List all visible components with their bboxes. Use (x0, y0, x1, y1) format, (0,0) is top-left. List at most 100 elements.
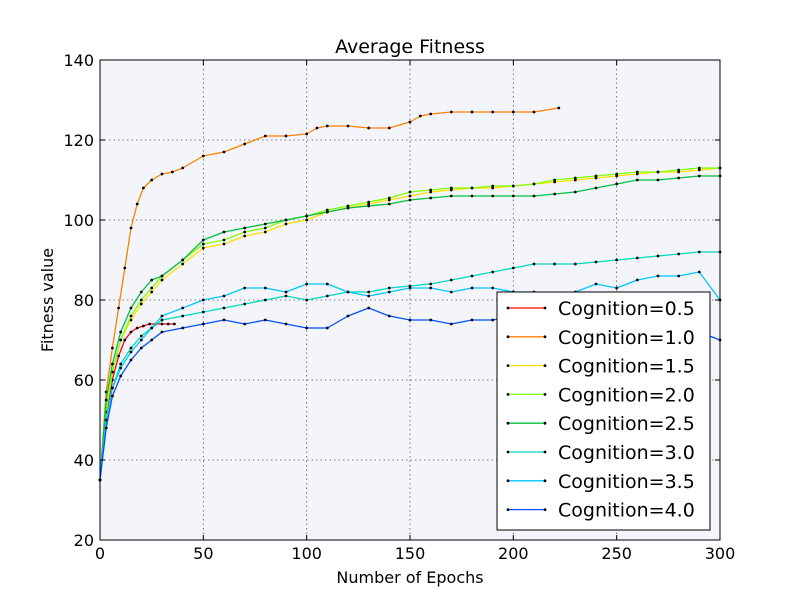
legend-marker (506, 364, 510, 367)
series-point (429, 318, 433, 322)
series-point (305, 282, 309, 286)
series-point (305, 218, 309, 222)
series-point (387, 126, 391, 130)
legend-marker (543, 421, 547, 425)
y-tick-label: 80 (74, 291, 94, 310)
series-point (367, 306, 371, 310)
x-tick-label: 200 (498, 544, 529, 563)
series-point (387, 290, 391, 294)
series-point (532, 262, 536, 266)
series-point (470, 186, 474, 190)
series-point (470, 194, 474, 198)
x-tick-label: 100 (291, 544, 322, 563)
series-point (367, 294, 371, 298)
series-point (449, 188, 453, 192)
series-point (119, 338, 123, 342)
series-point (201, 298, 205, 302)
series-point (284, 290, 288, 294)
series-point (429, 112, 433, 116)
series-point (150, 338, 154, 342)
legend-label: Cognition=1.0 (558, 327, 695, 349)
series-point (222, 318, 226, 322)
x-tick-label: 250 (601, 544, 632, 563)
series-point (491, 270, 495, 274)
series-point (449, 290, 453, 294)
series-point (635, 172, 639, 176)
series-point (181, 314, 185, 318)
series-point (449, 110, 453, 114)
series-point (656, 274, 660, 278)
series-layer (98, 106, 722, 482)
series-point (449, 322, 453, 326)
series-point (553, 178, 557, 182)
series-point (243, 142, 247, 146)
series-point (532, 194, 536, 198)
series-point (284, 218, 288, 222)
series-point (160, 318, 164, 322)
legend-box (496, 291, 711, 531)
series-point (263, 226, 267, 230)
series-point (305, 326, 309, 330)
series-point (325, 210, 329, 214)
series-point (697, 168, 701, 172)
series-point (470, 110, 474, 114)
series-point (243, 286, 247, 290)
series-point (201, 322, 205, 326)
legend-marker (506, 450, 510, 454)
series-point (532, 182, 536, 186)
y-tick-label: 20 (74, 531, 94, 550)
series-point (139, 338, 143, 342)
series-point (697, 174, 701, 178)
series-point (201, 238, 205, 242)
series-point (160, 172, 164, 176)
series-point (150, 278, 154, 282)
series-point (119, 366, 123, 370)
series-point (615, 258, 619, 262)
legend-marker (543, 450, 547, 454)
series-point (181, 326, 185, 330)
series-point (129, 314, 133, 318)
series-point (491, 194, 495, 198)
series-point (119, 362, 123, 366)
series-point (408, 198, 412, 202)
series-point (170, 170, 174, 174)
series-point (553, 180, 557, 184)
series-point (635, 178, 639, 182)
series-point (615, 172, 619, 176)
series-point (449, 194, 453, 198)
series-point (139, 346, 143, 350)
series-point (142, 186, 145, 190)
legend-marker (543, 393, 547, 396)
y-tick-label: 60 (74, 371, 94, 390)
series-point (243, 302, 247, 306)
series-point (142, 324, 145, 328)
series-point (367, 200, 371, 204)
series-point (160, 314, 164, 318)
series-point (139, 302, 143, 306)
series-point (129, 350, 133, 354)
series-point (594, 176, 598, 180)
legend-marker (506, 421, 510, 425)
x-tick-label: 150 (395, 544, 426, 563)
series-point (263, 134, 267, 138)
series-point (635, 278, 639, 282)
y-tick-label: 140 (63, 51, 94, 70)
series-point (123, 338, 127, 342)
series-point (284, 222, 288, 226)
series-point (325, 124, 329, 128)
series-point (305, 298, 309, 302)
y-tick-label: 100 (63, 211, 94, 230)
series-point (201, 154, 205, 158)
series-line-1 (99, 107, 559, 481)
series-point (553, 192, 557, 196)
series-point (408, 194, 412, 198)
legend: Cognition=0.5 Cognition=1.0 Cognition=1.5 C… (496, 291, 711, 531)
series-point (263, 286, 267, 290)
series-point (325, 282, 329, 286)
series-point (387, 196, 391, 200)
series-point (173, 322, 176, 326)
series-point (111, 386, 114, 390)
legend-marker (506, 479, 510, 483)
series-point (594, 282, 598, 286)
y-axis-title: Fitness value (38, 248, 57, 352)
